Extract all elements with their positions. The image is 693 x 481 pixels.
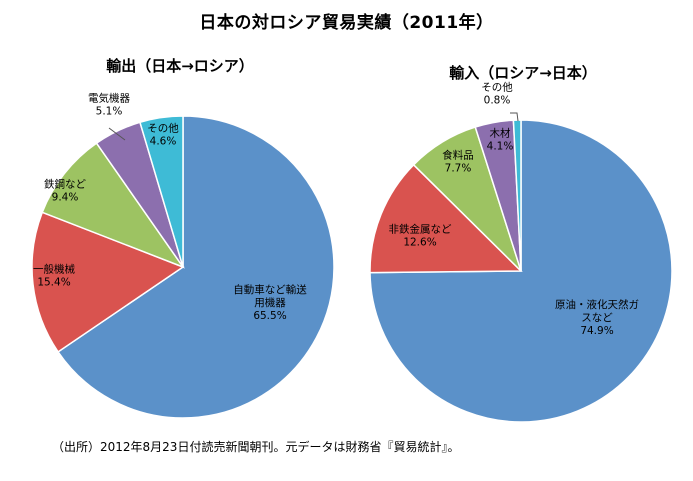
import-pie-title: 輸入（ロシア→日本） xyxy=(449,64,597,82)
pie-slice-export-2 xyxy=(41,142,186,269)
export-pie-title: 輸出（日本→ロシア） xyxy=(106,57,254,75)
pie-slice-import-0 xyxy=(369,119,673,423)
pie-slice-export-1 xyxy=(31,211,185,353)
pie-slice-import-1 xyxy=(369,163,523,274)
slice-label-import-3: 木材 4.1% xyxy=(487,127,514,153)
slice-label-export-2: 鉄鋼など 9.4% xyxy=(44,178,86,204)
chart-main-title: 日本の対ロシア貿易実績（2011年） xyxy=(199,13,494,33)
slice-label-export-3: 電気機器 5.1% xyxy=(88,92,130,118)
export-pie-chart: 自動車など輸送用機器 65.5% 一般機械 15.4% 鉄鋼など 9.4% 電気機器 5.1%… xyxy=(31,92,335,419)
slice-label-import-2: 食料品 7.7% xyxy=(442,149,474,175)
pie-slice-export-0 xyxy=(57,115,335,419)
source-note: （出所）2012年8月23日付読売新聞朝刊。元データは財務省『貿易統計』。 xyxy=(52,440,460,454)
import-pie-chart: 原油・液化天然ガスなど 74.9% 非鉄金属など 12.6% 食料品 7.7% 木材 4.1%… xyxy=(369,81,673,423)
slice-label-export-1: 一般機械 15.4% xyxy=(33,263,75,289)
pie-slice-import-4 xyxy=(512,119,522,272)
label-leader-line xyxy=(108,127,126,141)
slice-label-export-0: 自動車など輸送用機器 65.5% xyxy=(233,283,307,322)
label-leader-line xyxy=(510,112,519,122)
slice-label-import-1: 非鉄金属など 12.6% xyxy=(389,223,452,249)
slice-label-import-4: その他 0.8% xyxy=(481,81,513,107)
slice-label-export-4: その他 4.6% xyxy=(147,122,179,148)
slice-label-import-0: 原油・液化天然ガスなど 74.9% xyxy=(555,298,639,337)
pie-slice-export-4 xyxy=(139,115,184,268)
